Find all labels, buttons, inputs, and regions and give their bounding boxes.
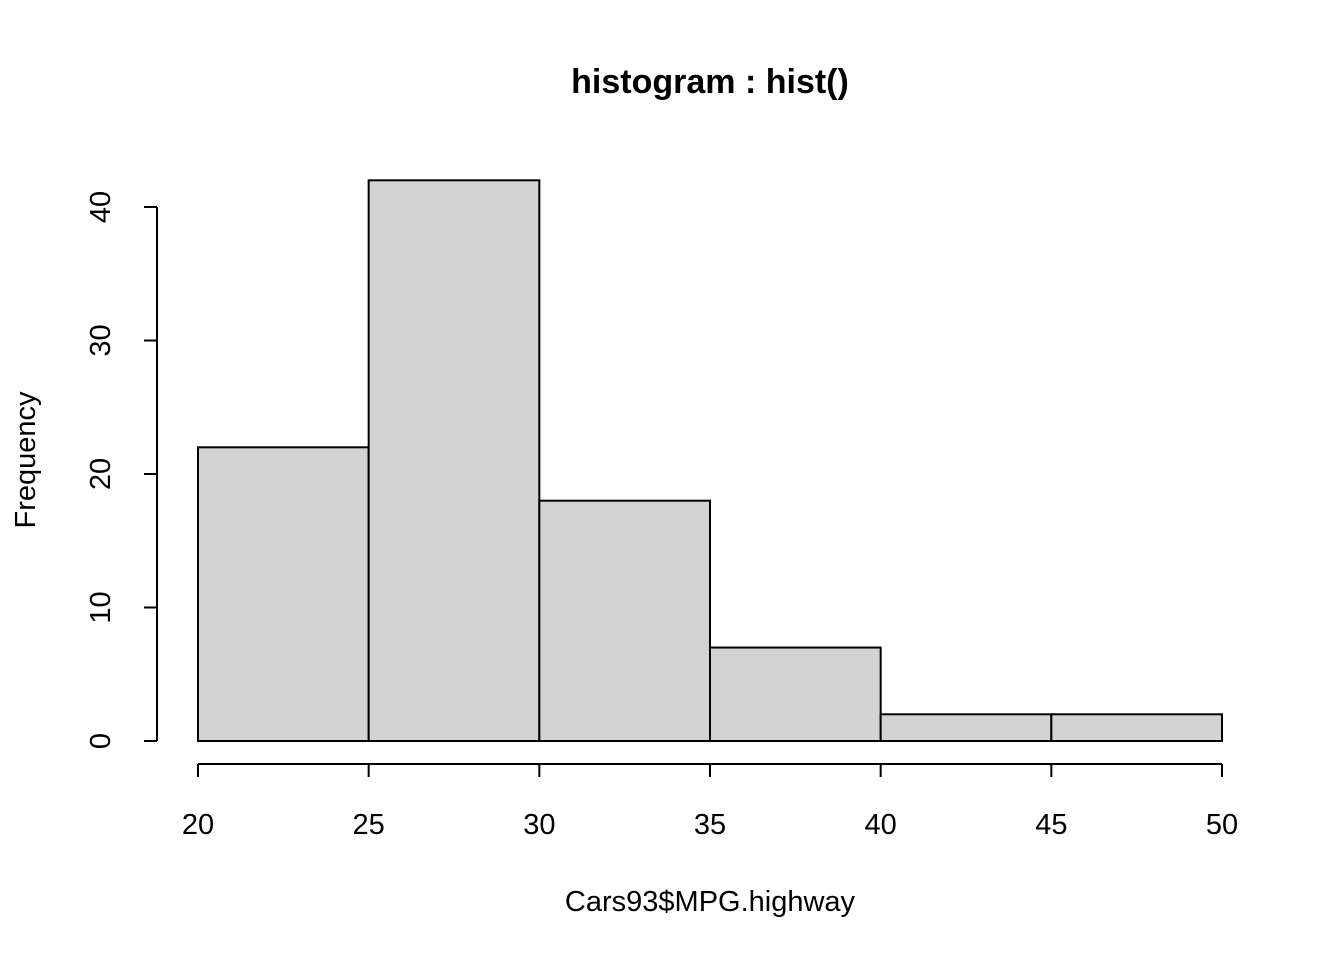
y-tick-label: 30 <box>85 324 117 356</box>
x-tick-label: 45 <box>1035 809 1067 841</box>
chart-title: histogram : hist() <box>571 63 849 101</box>
histogram-bar <box>197 446 370 742</box>
histogram-bar <box>538 499 711 743</box>
x-tick-label: 50 <box>1206 809 1238 841</box>
x-tick-label: 20 <box>182 809 214 841</box>
y-tick-label: 20 <box>85 458 117 490</box>
y-axis-label: Frequency <box>10 391 42 529</box>
x-axis-label: Cars93$MPG.highway <box>565 886 856 918</box>
histogram-bar <box>1050 713 1224 742</box>
bars-group <box>197 179 1224 743</box>
x-axis: 20 25 30 35 40 45 50 <box>182 763 1238 841</box>
y-tick-label: 0 <box>85 733 117 749</box>
x-tick-label: 40 <box>865 809 897 841</box>
x-tick-label: 25 <box>353 809 385 841</box>
histogram-bar <box>879 713 1053 742</box>
histogram-bar <box>709 646 882 742</box>
y-axis: 0 10 20 30 40 <box>85 191 158 749</box>
y-tick-label: 40 <box>85 191 117 223</box>
x-tick-label: 30 <box>523 809 555 841</box>
histogram-bar <box>367 179 541 743</box>
y-tick-label: 10 <box>85 591 117 623</box>
x-tick-label: 35 <box>694 809 726 841</box>
